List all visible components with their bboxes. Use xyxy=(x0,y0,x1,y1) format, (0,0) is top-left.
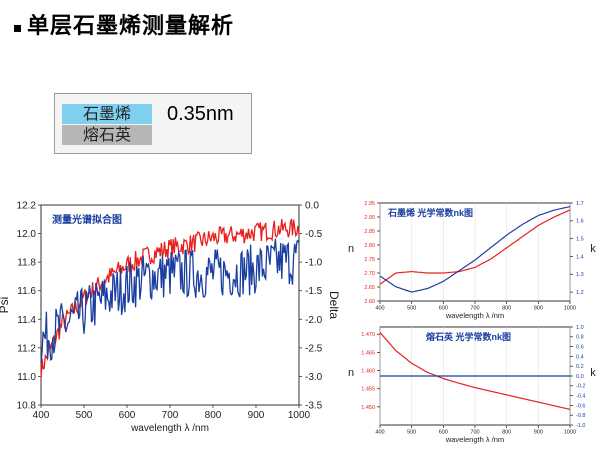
y-right-tick-label: 1.7 xyxy=(576,201,584,207)
y-right-tick-label: 1.0 xyxy=(576,325,584,331)
slide-header: 单层石墨烯测量解析 xyxy=(14,8,234,40)
y-right-tick-label: 1.4 xyxy=(576,254,584,260)
y-right-tick-label: -2.0 xyxy=(305,315,323,326)
y-left-tick-label: 12.0 xyxy=(17,229,37,240)
x-axis-label: wavelength λ /nm xyxy=(445,435,504,444)
y-left-tick-label: 2.60 xyxy=(364,299,375,305)
x-tick-label: 500 xyxy=(407,306,416,312)
title-bullet xyxy=(14,24,21,32)
y-right-tick-label: -2.5 xyxy=(305,343,323,354)
chart-title: 石墨烯 光学常数nk图 xyxy=(387,207,473,218)
x-tick-label: 700 xyxy=(470,430,479,436)
x-tick-label: 500 xyxy=(76,410,93,421)
x-tick-label: 1000 xyxy=(288,410,311,421)
y-right-tick-label: -1.5 xyxy=(305,286,323,297)
spectrum-fit-chart: 400 500 600 700 800 900 1000 10.8 11.0 11.2 11.4 11… xyxy=(0,201,340,435)
x-tick-label: 1000 xyxy=(564,430,576,436)
slide-title: 单层石墨烯测量解析 xyxy=(27,14,235,39)
graphene-nk-chart: 400 500 600 700 800 900 1000 2.95 2.90 2.85 2.80 2.… xyxy=(348,201,596,320)
y-right-tick-label: -0.8 xyxy=(576,413,585,419)
fused-silica-nk-chart: 400 500 600 700 800 900 1000 1.470 1.465 1.460 1.4… xyxy=(348,325,596,444)
y-right-tick-label: -0.4 xyxy=(576,394,585,400)
y-left-tick-label: 2.95 xyxy=(364,201,375,207)
y-right-axis-label: k xyxy=(590,243,596,255)
y-right-tick-label: 0.0 xyxy=(305,201,319,212)
x-tick-label: 700 xyxy=(470,306,479,312)
y-left-tick-label: 2.80 xyxy=(364,243,375,249)
x-tick-label: 900 xyxy=(248,410,265,421)
series-line-n xyxy=(379,332,571,410)
x-tick-label: 400 xyxy=(375,306,384,312)
y-right-tick-label: 0.2 xyxy=(576,364,584,370)
x-axis-label: wavelength λ /nm xyxy=(445,311,504,320)
y-right-tick-label: 1.2 xyxy=(576,290,584,296)
y-right-tick-label: 1.6 xyxy=(576,219,584,225)
y-left-tick-label: 10.8 xyxy=(17,401,37,412)
y-right-tick-label: -3.5 xyxy=(305,401,323,412)
y-left-tick-label: 1.455 xyxy=(361,387,375,393)
x-tick-label: 600 xyxy=(439,430,448,436)
x-tick-label: 800 xyxy=(502,306,511,312)
fused-silica-layer: 熔石英 xyxy=(62,125,152,145)
x-tick-label: 600 xyxy=(119,410,136,421)
y-right-tick-label: 1.3 xyxy=(576,272,584,278)
y-left-tick-label: 1.465 xyxy=(361,350,375,356)
x-tick-label: 500 xyxy=(407,430,416,436)
x-tick-label: 800 xyxy=(502,430,511,436)
x-tick-label: 400 xyxy=(375,430,384,436)
y-left-tick-label: 2.75 xyxy=(364,257,375,263)
x-tick-label: 600 xyxy=(439,306,448,312)
x-tick-label: 800 xyxy=(205,410,222,421)
y-left-tick-label: 2.65 xyxy=(364,285,375,291)
series-line-0 xyxy=(40,218,300,380)
y-left-tick-label: 12.2 xyxy=(17,201,37,212)
chart-title: 熔石英 光学常数nk图 xyxy=(426,331,511,342)
y-left-axis-label: n xyxy=(348,367,354,379)
y-right-tick-label: -1.0 xyxy=(576,423,585,429)
graphene-layer: 石墨烯 xyxy=(62,104,152,124)
y-right-tick-label: -0.2 xyxy=(576,384,585,390)
layer-stack-diagram: 石墨烯 熔石英 0.35nm xyxy=(54,93,252,154)
y-left-tick-label: 2.70 xyxy=(364,271,375,277)
y-left-tick-label: 1.450 xyxy=(361,405,375,411)
y-left-tick-label: 11.0 xyxy=(17,372,36,383)
thickness-label: 0.35nm xyxy=(167,103,234,125)
y-left-tick-label: 1.460 xyxy=(361,368,375,374)
y-left-tick-label: 11.4 xyxy=(17,315,36,326)
y-right-tick-label: 1.5 xyxy=(576,237,584,243)
x-tick-label: 700 xyxy=(162,410,179,421)
y-right-tick-label: 0.0 xyxy=(576,374,584,380)
y-left-tick-label: 11.6 xyxy=(17,286,36,297)
y-right-tick-label: 0.8 xyxy=(576,335,584,341)
y-left-tick-label: 11.8 xyxy=(17,258,36,269)
y-left-axis-label: n xyxy=(348,243,354,255)
y-right-axis-label: Delta xyxy=(327,291,340,319)
y-left-tick-label: 11.2 xyxy=(17,343,36,354)
series-line-k xyxy=(379,206,571,293)
y-right-tick-label: -1.0 xyxy=(305,258,323,269)
x-tick-label: 1000 xyxy=(564,306,576,312)
y-left-axis-label: Psi xyxy=(0,297,11,314)
y-right-tick-label: -0.6 xyxy=(576,403,585,409)
y-right-tick-label: 0.6 xyxy=(576,345,584,351)
x-axis-label: wavelength λ /nm xyxy=(130,423,209,434)
chart-title: 测量光谱拟合图 xyxy=(52,213,122,226)
y-left-tick-label: 2.85 xyxy=(364,229,375,235)
y-left-tick-label: 2.90 xyxy=(364,215,375,221)
y-right-axis-label: k xyxy=(590,367,596,379)
series-line-n xyxy=(379,209,571,285)
x-tick-label: 900 xyxy=(534,306,543,312)
y-right-tick-label: -0.5 xyxy=(305,229,323,240)
y-left-tick-label: 1.470 xyxy=(361,332,375,338)
series-line-1 xyxy=(40,238,300,363)
y-right-tick-label: -3.0 xyxy=(305,372,323,383)
y-right-tick-label: 0.4 xyxy=(576,354,584,360)
x-tick-label: 900 xyxy=(534,430,543,436)
x-tick-label: 400 xyxy=(33,410,50,421)
plot-area xyxy=(40,204,300,406)
